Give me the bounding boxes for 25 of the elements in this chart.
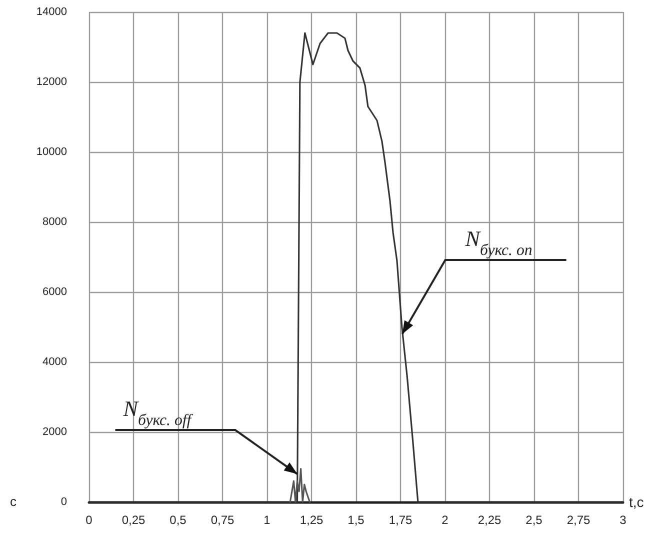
y-tick-label: 8000 bbox=[42, 216, 67, 228]
x-tick-label: 1,5 bbox=[348, 513, 365, 527]
y-tick-label: 2000 bbox=[42, 426, 67, 438]
x-tick-label: 0,75 bbox=[210, 513, 234, 527]
x-tick-label: 0,25 bbox=[122, 513, 146, 527]
x-tick-label: 2,25 bbox=[478, 513, 502, 527]
annotation: N$_{букс. off}$ bbox=[122, 396, 194, 428]
x-tick-label: 1,75 bbox=[388, 513, 412, 527]
x-tick-label: 2,75 bbox=[566, 513, 590, 527]
annotation: N$_{букс. on}$ bbox=[464, 226, 532, 258]
x-axis-title: t,c bbox=[629, 494, 644, 510]
text: c bbox=[10, 494, 17, 509]
x-tick-label: 2 bbox=[442, 513, 449, 527]
x-tick-label: 0,5 bbox=[170, 513, 187, 527]
y-tick-label: 12000 bbox=[36, 76, 67, 88]
y-tick-label: 6000 bbox=[42, 286, 67, 298]
x-tick-label: 1,25 bbox=[300, 513, 324, 527]
x-tick-label: 3 bbox=[620, 513, 627, 527]
y-tick-label: 14000 bbox=[36, 6, 67, 18]
x-tick-label: 0 bbox=[86, 513, 93, 527]
x-tick-label: 2,5 bbox=[526, 513, 543, 527]
y-tick-label: 4000 bbox=[42, 356, 67, 368]
y-tick-label: 0 bbox=[60, 496, 67, 508]
x-tick-label: 1 bbox=[264, 513, 271, 527]
y-tick-label: 10000 bbox=[36, 146, 67, 158]
